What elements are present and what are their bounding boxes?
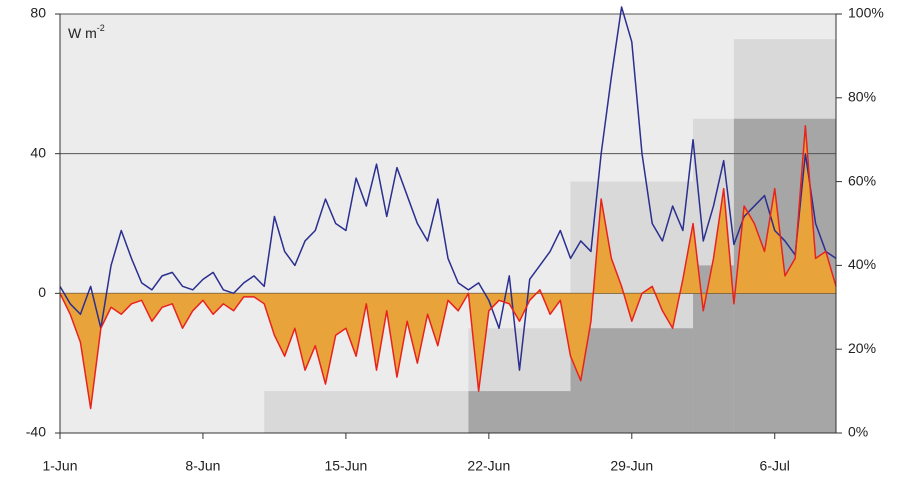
x-tick-label: 15-Jun <box>324 458 367 474</box>
unit-superscript: -2 <box>97 23 105 33</box>
unit-annotation: W m-2 <box>68 23 105 40</box>
y-tick-label: -40 <box>26 424 46 440</box>
unit-text: W m <box>68 25 97 41</box>
y2-tick-label: 20% <box>848 340 876 356</box>
x-tick-label: 8-Jun <box>185 458 220 474</box>
y-tick-label: 0 <box>38 284 46 300</box>
x-tick-label: 1-Jun <box>42 458 77 474</box>
y-tick-label: 40 <box>30 144 46 160</box>
y2-tick-label: 80% <box>848 89 876 105</box>
x-tick-label: 29-Jun <box>610 458 653 474</box>
step-area <box>468 391 571 433</box>
y2-tick-label: 40% <box>848 256 876 272</box>
line <box>59 6 837 371</box>
y2-tick-label: 100% <box>848 5 884 21</box>
x-tick-label: 6-Jul <box>760 458 790 474</box>
step-area <box>264 391 469 433</box>
y2-tick-label: 0% <box>848 424 868 440</box>
y-tick-label: 80 <box>30 5 46 21</box>
step-area <box>570 328 694 433</box>
x-tick-label: 22-Jun <box>467 458 510 474</box>
line <box>59 124 837 410</box>
y2-tick-label: 60% <box>848 172 876 188</box>
